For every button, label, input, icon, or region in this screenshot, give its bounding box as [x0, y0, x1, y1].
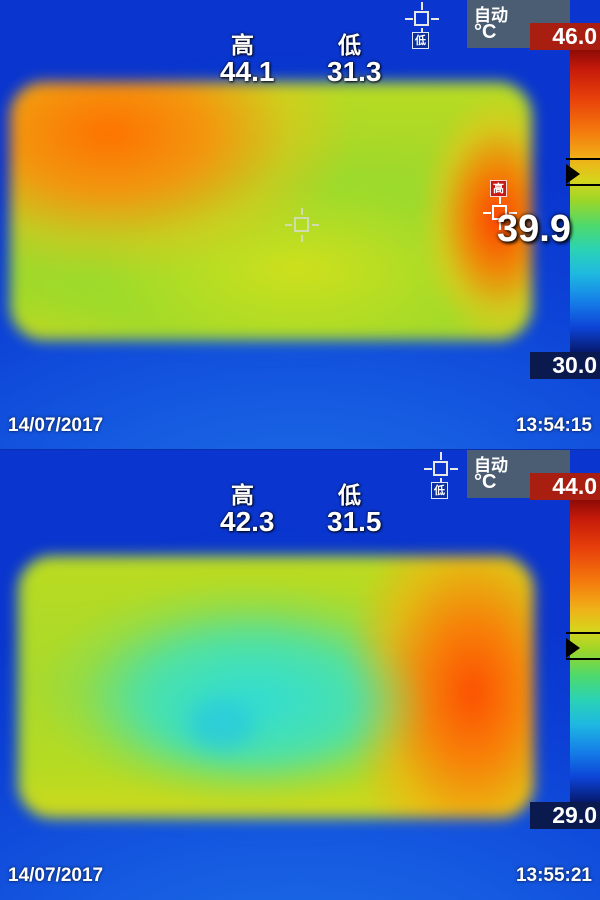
low-marker-tag-2: 低 [431, 482, 448, 499]
thermal-panel-1: 高 低 44.1 31.3 低 自动 °C 46.0 30.0 [0, 0, 600, 450]
low-spot-marker-1[interactable]: 低 [405, 2, 439, 49]
capture-time-2: 13:55:21 [515, 865, 592, 886]
scale-max-box-2[interactable]: 44.0 [530, 473, 600, 500]
low-marker-tag-1: 低 [412, 32, 429, 49]
thermal-image-2 [0, 450, 600, 900]
crosshair-tick-right [312, 224, 319, 226]
crosshair-tick-down [301, 235, 303, 242]
crosshair-tick-left [285, 224, 292, 226]
low-label-2: 低 [338, 483, 361, 509]
crosshair-box-icon [294, 217, 309, 232]
capture-date-1: 14/07/2017 [8, 415, 104, 436]
crosshair-tick-left [424, 468, 432, 470]
high-marker-tag-1: 高 [490, 180, 507, 197]
device-cool-center-2 [78, 616, 430, 792]
triangle-right-icon [566, 164, 580, 184]
low-spot-marker-2[interactable]: 低 [424, 452, 458, 499]
high-value-1: 44.1 [220, 56, 275, 87]
crosshair-box-icon [414, 11, 429, 26]
device-cool-spot-2 [188, 700, 254, 750]
thermal-panel-2: 高 低 42.3 31.5 低 自动 °C 44.0 29.0 [0, 450, 600, 900]
unit-label-2: °C [474, 471, 497, 493]
color-scale-marker-2[interactable] [566, 632, 600, 660]
crosshair-tick-up [440, 452, 442, 460]
scale-min-value-1: 30.0 [552, 352, 597, 378]
scale-min-value-2: 29.0 [552, 802, 597, 828]
scale-min-box-2[interactable]: 29.0 [530, 802, 600, 829]
low-label-1: 低 [338, 33, 361, 59]
high-value-2: 42.3 [220, 506, 275, 537]
spot-reading-1: 39.9 [497, 208, 571, 250]
crosshair-tick-down [499, 222, 501, 230]
scale-min-box-1[interactable]: 30.0 [530, 352, 600, 379]
crosshair-box-icon [492, 205, 507, 220]
scale-max-box-1[interactable]: 46.0 [530, 23, 600, 50]
crosshair-tick-up [421, 2, 423, 10]
crosshair-tick-right [450, 468, 458, 470]
low-value-1: 31.3 [327, 56, 382, 87]
auto-mode-label-1: 自动 [474, 6, 508, 26]
scale-max-value-1: 46.0 [552, 23, 597, 49]
color-scale-marker-1[interactable] [566, 158, 600, 186]
color-scale-bar-1[interactable] [570, 50, 600, 352]
crosshair-tick-left [405, 18, 413, 20]
low-value-2: 31.5 [327, 506, 382, 537]
high-spot-marker-1[interactable]: 高 [483, 180, 517, 230]
capture-time-1: 13:54:15 [515, 415, 592, 436]
crosshair-tick-right [431, 18, 439, 20]
device-heat-body-1 [10, 82, 532, 340]
auto-mode-label-2: 自动 [474, 456, 508, 476]
crosshair-tick-right [509, 212, 517, 214]
center-spot-marker-1[interactable] [285, 208, 319, 242]
crosshair-box-icon [433, 461, 448, 476]
crosshair-tick-up [499, 196, 501, 204]
high-label-1: 高 [231, 33, 254, 59]
high-label-2: 高 [231, 483, 254, 509]
triangle-right-icon [566, 638, 580, 658]
crosshair-tick-up [301, 208, 303, 215]
capture-date-2: 14/07/2017 [8, 865, 104, 886]
unit-label-1: °C [474, 21, 497, 43]
crosshair-tick-left [483, 212, 491, 214]
scale-max-value-2: 44.0 [552, 473, 597, 499]
